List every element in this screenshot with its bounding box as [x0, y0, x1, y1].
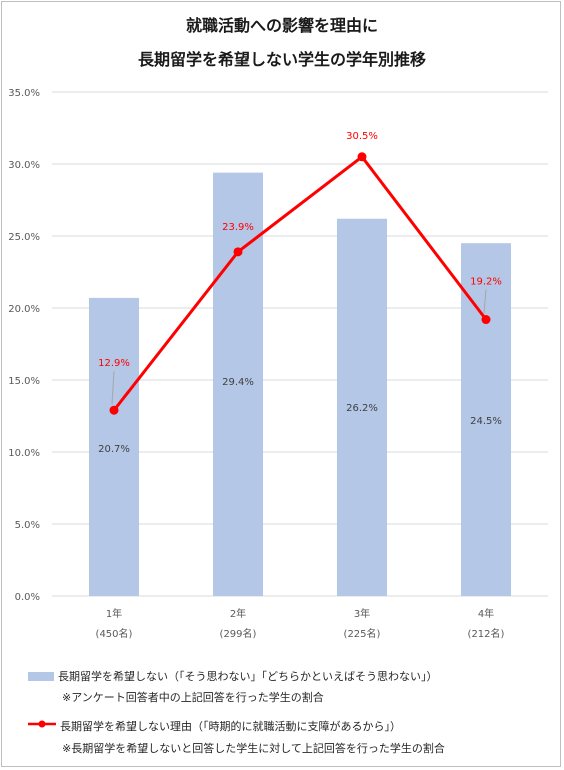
bar-data-label: 24.5% [470, 416, 502, 427]
legend-bar-label: 長期留学を希望しない（「そう思わない」「どちらかといえばそう思わない」） [58, 670, 438, 683]
chart-title-line2: 長期留学を希望しない学生の学年別推移 [137, 50, 426, 69]
bar [89, 297, 139, 596]
legend-line-label: 長期留学を希望しない理由（「時期的に就職活動に支障があるから」） [60, 720, 401, 733]
x-category-label: 4年 [478, 607, 494, 620]
legend-bar-note: ※アンケート回答者中の上記回答を行った学生の割合 [62, 691, 324, 704]
y-tick-label: 25.0% [8, 232, 40, 243]
y-tick-label: 30.0% [8, 160, 40, 171]
y-tick-label: 15.0% [8, 376, 40, 387]
bar [461, 243, 511, 596]
x-category-label: 3年 [354, 607, 370, 620]
line-data-label: 30.5% [346, 131, 378, 142]
bar-data-label: 20.7% [98, 444, 130, 455]
bar-data-label: 26.2% [346, 403, 378, 414]
y-tick-label: 0.0% [15, 592, 40, 603]
line-data-label: 23.9% [222, 222, 254, 233]
x-category-sublabel: (225名) [344, 627, 381, 640]
y-tick-label: 35.0% [8, 88, 40, 99]
line-point [233, 247, 243, 257]
legend-line-note: ※長期留学を希望しないと回答した学生に対して上記回答を行った学生の割合 [62, 742, 445, 755]
bar [213, 172, 263, 596]
y-tick-label: 10.0% [8, 448, 40, 459]
line-label-leader [111, 371, 115, 405]
line-point [481, 315, 491, 325]
x-category-label: 2年 [230, 607, 246, 620]
line-data-label: 19.2% [470, 277, 502, 288]
x-category-label: 1年 [106, 607, 122, 620]
line-series [112, 155, 488, 412]
bar-data-label: 29.4% [222, 377, 254, 388]
y-tick-label: 20.0% [8, 304, 40, 315]
line-point [109, 405, 119, 415]
line-point [357, 152, 367, 162]
x-category-sublabel: (212名) [468, 627, 505, 640]
chart-title-line1: 就職活動への影響を理由に [185, 16, 378, 35]
line-label-leader [483, 289, 487, 314]
x-category-sublabel: (450名) [96, 627, 133, 640]
x-category-sublabel: (299名) [220, 627, 257, 640]
bar [337, 218, 387, 596]
y-tick-label: 5.0% [15, 520, 40, 531]
line-data-label: 12.9% [98, 358, 130, 369]
